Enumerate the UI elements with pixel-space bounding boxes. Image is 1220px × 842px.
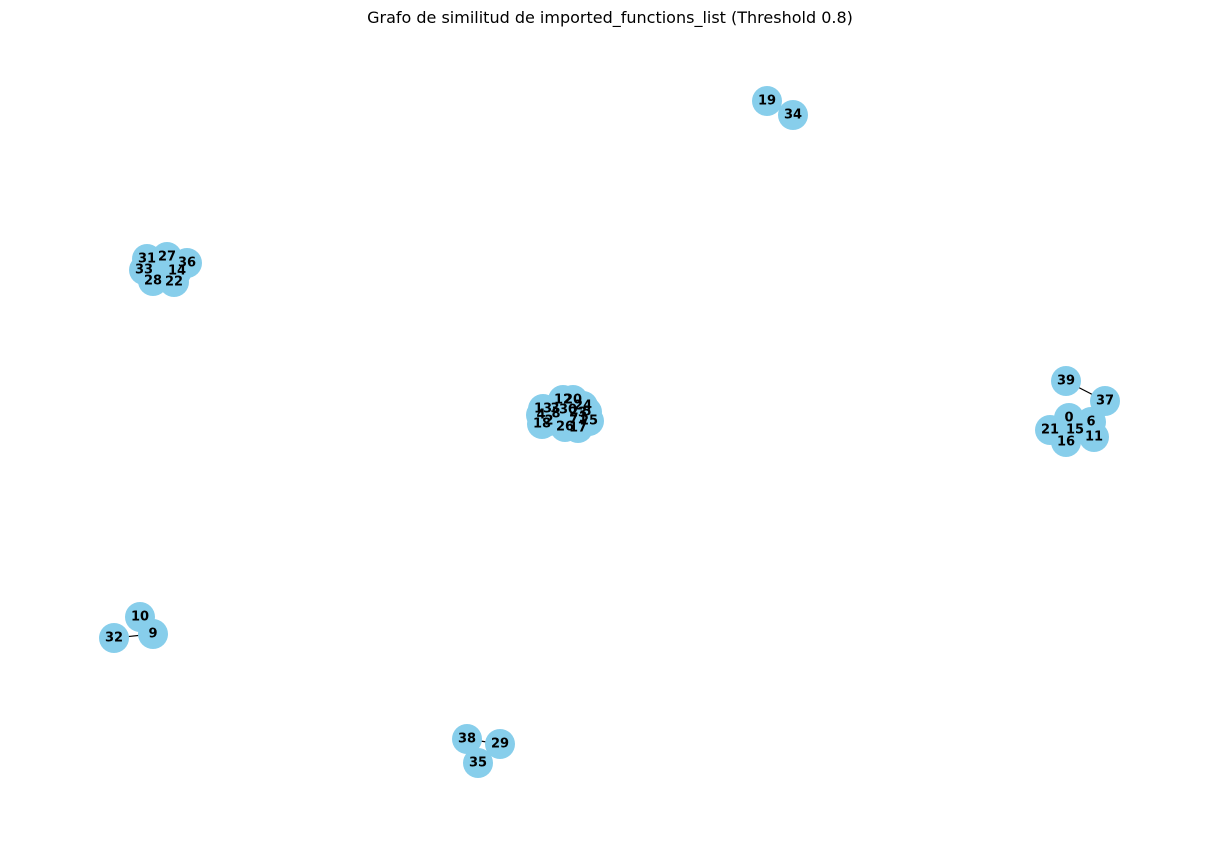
node-32 xyxy=(99,623,129,653)
edges-layer xyxy=(113,100,1106,764)
node-19 xyxy=(752,86,782,116)
node-label-7: 7 xyxy=(569,412,578,427)
node-label-16: 16 xyxy=(1057,435,1075,450)
node-label-27: 27 xyxy=(158,250,176,265)
node-circle-19 xyxy=(752,86,782,116)
node-circle-18 xyxy=(527,409,557,439)
node-circle-33 xyxy=(129,255,159,285)
node-label-30: 30 xyxy=(559,403,577,418)
node-label-24: 24 xyxy=(574,399,592,414)
node-label-21: 21 xyxy=(1041,423,1059,438)
node-label-12: 12 xyxy=(554,393,572,408)
node-circle-39 xyxy=(1051,366,1081,396)
node-label-23: 23 xyxy=(569,406,587,421)
node-circle-36 xyxy=(172,248,202,278)
node-circle-10 xyxy=(125,602,155,632)
figure-title: Grafo de similitud de imported_functions… xyxy=(367,8,853,27)
node-29 xyxy=(485,729,515,759)
node-label-25: 25 xyxy=(580,414,598,429)
node-label-18: 18 xyxy=(533,417,551,432)
node-39 xyxy=(1051,366,1081,396)
node-38 xyxy=(452,724,482,754)
node-label-34: 34 xyxy=(784,108,802,123)
node-label-31: 31 xyxy=(138,252,156,267)
node-circle-35 xyxy=(463,748,493,778)
node-label-8: 8 xyxy=(551,407,560,422)
node-label-0: 0 xyxy=(1064,411,1073,426)
node-label-39: 39 xyxy=(1057,374,1075,389)
node-label-3: 3 xyxy=(550,402,559,417)
node-label-29: 29 xyxy=(491,737,509,752)
node-label-32: 32 xyxy=(105,631,123,646)
node-label-15: 15 xyxy=(1066,423,1084,438)
node-label-37: 37 xyxy=(1096,394,1114,409)
node-label-10: 10 xyxy=(131,610,149,625)
node-label-36: 36 xyxy=(178,256,196,271)
node-label-38: 38 xyxy=(458,732,476,747)
node-circle-21 xyxy=(1035,415,1065,445)
node-label-33: 33 xyxy=(135,263,153,278)
node-label-14: 14 xyxy=(168,264,186,279)
node-circle-29 xyxy=(485,729,515,759)
node-37 xyxy=(1090,386,1120,416)
node-circle-37 xyxy=(1090,386,1120,416)
node-label-6: 6 xyxy=(1086,415,1095,430)
node-21 xyxy=(1035,415,1065,445)
node-circle-30 xyxy=(553,395,583,425)
node-label-19: 19 xyxy=(758,94,776,109)
node-36 xyxy=(172,248,202,278)
node-18 xyxy=(527,409,557,439)
node-label-11: 11 xyxy=(1085,430,1103,445)
node-label-13: 13 xyxy=(534,402,552,417)
node-label-20: 20 xyxy=(564,393,582,408)
node-35 xyxy=(463,748,493,778)
node-label-22: 22 xyxy=(165,275,183,290)
node-circle-38 xyxy=(452,724,482,754)
node-circle-34 xyxy=(778,100,808,130)
node-circle-32 xyxy=(99,623,129,653)
node-label-17: 17 xyxy=(569,421,587,436)
node-33 xyxy=(129,255,159,285)
node-label-28: 28 xyxy=(144,274,162,289)
node-label-35: 35 xyxy=(469,756,487,771)
node-label-2: 2 xyxy=(544,414,553,429)
node-label-1: 1 xyxy=(578,411,587,426)
node-label-5: 5 xyxy=(582,405,591,420)
node-label-26: 26 xyxy=(556,420,574,435)
node-34 xyxy=(778,100,808,130)
node-30 xyxy=(553,395,583,425)
node-label-9: 9 xyxy=(148,627,157,642)
node-label-4: 4 xyxy=(536,408,545,423)
node-10 xyxy=(125,602,155,632)
